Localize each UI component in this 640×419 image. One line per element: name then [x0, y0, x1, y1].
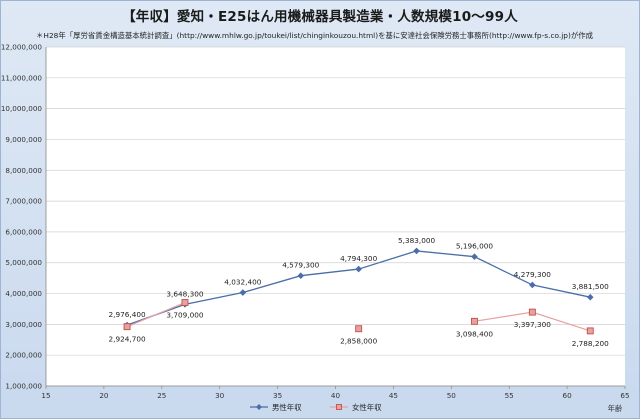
x-tick-label: 40 [331, 391, 341, 400]
male-point [355, 265, 362, 273]
data-labels: 2,976,400 3,648,300 4,032,400 4,579,300 4,79… [108, 236, 609, 348]
y-tick-label: 7,000,000 [5, 197, 42, 206]
male-data-label: 5,383,000 [398, 236, 435, 245]
male-data-label: 5,196,000 [456, 242, 493, 251]
legend-male-label: 男性年収 [272, 403, 302, 412]
plot-area [46, 47, 625, 386]
axes: 1,000,000 2,000,000 3,000,000 4,000,000 5,00… [1, 43, 630, 401]
male-point [413, 247, 420, 255]
y-tick-label: 9,000,000 [5, 135, 42, 144]
x-tick-label: 30 [215, 391, 225, 400]
series-layer [123, 247, 594, 335]
female-point [355, 325, 363, 333]
male-point [239, 289, 247, 296]
x-axis-label: 年齢 [608, 404, 622, 413]
male-point [297, 272, 305, 279]
x-tick-label: 50 [447, 391, 457, 400]
y-tick-label: 10,000,000 [1, 104, 43, 113]
male-point [586, 293, 594, 301]
source-note: ＊H28年「厚労省賃金構造基本統計調査」(http://www.mhlw.go.… [36, 31, 594, 40]
x-tick-label: 20 [99, 391, 109, 400]
male-point [529, 281, 536, 289]
x-tick-label: 60 [563, 391, 573, 400]
male-point [471, 253, 478, 260]
female-data-label: 3,098,400 [456, 329, 493, 338]
male-data-label: 4,032,400 [224, 278, 261, 287]
y-tick-label: 4,000,000 [5, 289, 42, 298]
chart-title: 【年収】愛知・E25はん用機械器具製造業・人数規模10～99人 [122, 9, 518, 25]
male-data-label: 3,648,300 [166, 289, 203, 298]
female-series-line [126, 301, 186, 328]
female-point [586, 327, 594, 335]
y-tick-label: 3,000,000 [5, 320, 42, 329]
female-point [123, 323, 131, 331]
legend-female-marker [336, 404, 342, 410]
female-point [528, 308, 536, 316]
legend-male-marker [256, 404, 262, 410]
y-tick-label: 12,000,000 [1, 43, 43, 52]
x-tick-label: 35 [273, 391, 282, 400]
y-tick-label: 1,000,000 [5, 382, 42, 391]
x-tick-label: 45 [389, 391, 398, 400]
female-data-label: 3,397,300 [514, 320, 551, 329]
y-tick-label: 5,000,000 [5, 258, 42, 267]
male-data-label: 2,976,400 [108, 310, 145, 319]
male-data-label: 4,279,300 [514, 270, 551, 279]
male-data-label: 4,794,300 [340, 254, 377, 263]
x-tick-label: 15 [41, 391, 50, 400]
x-tick-label: 55 [505, 391, 514, 400]
female-data-label: 2,788,200 [572, 339, 609, 348]
x-tick-label: 65 [620, 391, 629, 400]
x-tick-label: 25 [157, 391, 166, 400]
female-data-label: 2,858,000 [340, 337, 377, 346]
legend: 男性年収 女性年収 [250, 403, 382, 412]
male-data-label: 3,881,500 [572, 282, 609, 291]
female-data-label: 3,709,000 [166, 311, 203, 320]
female-data-label: 2,924,700 [108, 335, 145, 344]
y-tick-label: 11,000,000 [1, 73, 43, 82]
legend-female-label: 女性年収 [352, 403, 382, 412]
female-point [471, 317, 478, 325]
y-tick-label: 2,000,000 [5, 351, 42, 360]
male-data-label: 4,579,300 [282, 261, 319, 270]
female-point [181, 299, 189, 306]
y-tick-label: 6,000,000 [5, 227, 42, 236]
y-tick-label: 8,000,000 [5, 166, 42, 175]
